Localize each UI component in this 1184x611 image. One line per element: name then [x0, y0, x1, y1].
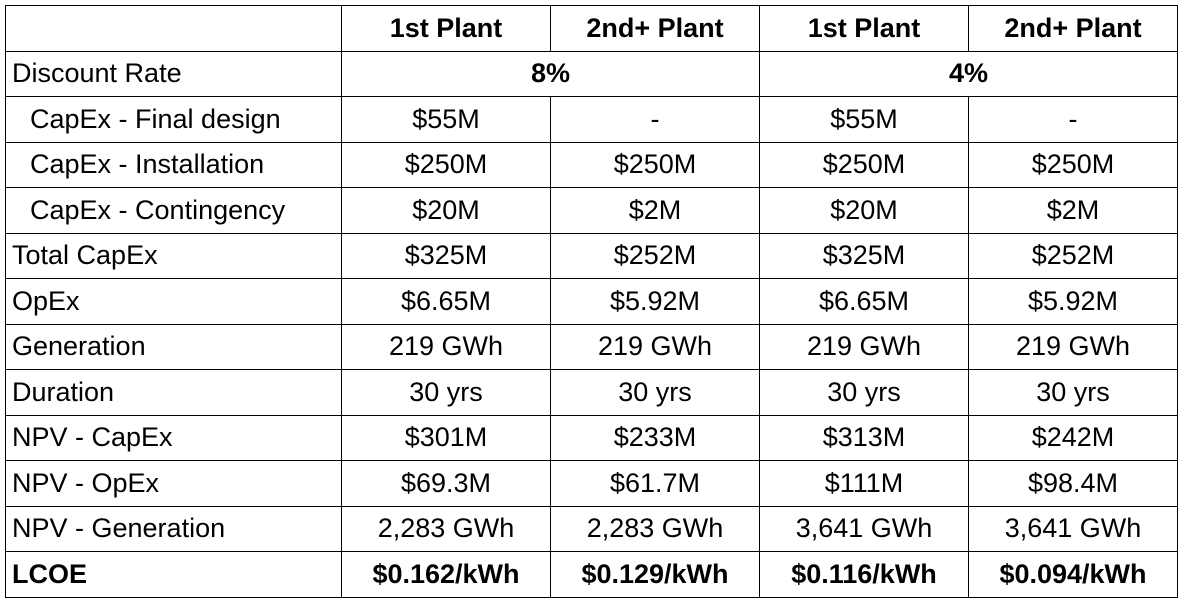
- value-cell: $250M: [550, 141, 760, 188]
- table-row: Duration 30 yrs 30 yrs 30 yrs 30 yrs: [5, 369, 1178, 416]
- value-cell: 219 GWh: [550, 323, 760, 370]
- value-cell: $61.7M: [550, 460, 760, 507]
- value-cell: 3,641 GWh: [759, 505, 969, 552]
- table-row: NPV - Generation 2,283 GWh 2,283 GWh 3,641 …: [5, 505, 1178, 552]
- row-label: CapEx - Installation: [5, 141, 342, 188]
- value-cell: $5.92M: [550, 278, 760, 325]
- value-cell: $55M: [341, 96, 551, 143]
- value-cell: $20M: [759, 187, 969, 234]
- row-label: OpEx: [5, 278, 342, 325]
- value-cell: $20M: [341, 187, 551, 234]
- table-row: CapEx - Contingency $20M $2M $20M $2M: [5, 187, 1178, 234]
- value-cell: 219 GWh: [341, 323, 551, 370]
- value-cell: $301M: [341, 414, 551, 461]
- value-cell: $6.65M: [341, 278, 551, 325]
- value-cell: $5.92M: [968, 278, 1178, 325]
- table-row: CapEx - Final design $55M - $55M -: [5, 96, 1178, 143]
- value-cell: $0.116/kWh: [759, 551, 969, 598]
- corner-cell: [5, 5, 342, 52]
- value-cell: 2,283 GWh: [550, 505, 760, 552]
- value-cell: $250M: [341, 141, 551, 188]
- value-cell: $6.65M: [759, 278, 969, 325]
- row-label: CapEx - Final design: [5, 96, 342, 143]
- value-cell: 219 GWh: [759, 323, 969, 370]
- value-cell: $55M: [759, 96, 969, 143]
- row-label: Discount Rate: [5, 50, 342, 97]
- header-row: 1st Plant 2nd+ Plant 1st Plant 2nd+ Plan…: [5, 5, 1178, 52]
- value-cell: $2M: [550, 187, 760, 234]
- value-cell: 3,641 GWh: [968, 505, 1178, 552]
- table-row: OpEx $6.65M $5.92M $6.65M $5.92M: [5, 278, 1178, 325]
- value-cell: $0.129/kWh: [550, 551, 760, 598]
- value-cell: $313M: [759, 414, 969, 461]
- table-row: Total CapEx $325M $252M $325M $252M: [5, 232, 1178, 279]
- value-cell: $111M: [759, 460, 969, 507]
- value-cell: $325M: [341, 232, 551, 279]
- header-cell: 2nd+ Plant: [550, 5, 760, 52]
- value-cell: -: [968, 96, 1178, 143]
- discount-row: Discount Rate 8% 4%: [5, 50, 1178, 97]
- value-cell: 2,283 GWh: [341, 505, 551, 552]
- value-cell: $252M: [550, 232, 760, 279]
- value-cell: $250M: [759, 141, 969, 188]
- value-cell: 30 yrs: [968, 369, 1178, 416]
- row-label: Total CapEx: [5, 232, 342, 279]
- value-cell: $0.162/kWh: [341, 551, 551, 598]
- value-cell: $325M: [759, 232, 969, 279]
- row-label: CapEx - Contingency: [5, 187, 342, 234]
- table-body: 1st Plant 2nd+ Plant 1st Plant 2nd+ Plan…: [5, 5, 1178, 598]
- row-label: NPV - Generation: [5, 505, 342, 552]
- header-cell: 2nd+ Plant: [968, 5, 1178, 52]
- row-label: NPV - OpEx: [5, 460, 342, 507]
- value-cell: 219 GWh: [968, 323, 1178, 370]
- value-cell: $252M: [968, 232, 1178, 279]
- discount-cell: 8%: [341, 50, 760, 97]
- table-row: CapEx - Installation $250M $250M $250M $250M: [5, 141, 1178, 188]
- table-row: Generation 219 GWh 219 GWh 219 GWh 219 GWh: [5, 323, 1178, 370]
- discount-cell: 4%: [759, 50, 1178, 97]
- value-cell: $69.3M: [341, 460, 551, 507]
- lcoe-table: 1st Plant 2nd+ Plant 1st Plant 2nd+ Plan…: [5, 5, 1178, 598]
- value-cell: -: [550, 96, 760, 143]
- row-label: Generation: [5, 323, 342, 370]
- table-row: NPV - CapEx $301M $233M $313M $242M: [5, 414, 1178, 461]
- value-cell: 30 yrs: [341, 369, 551, 416]
- row-label: Duration: [5, 369, 342, 416]
- value-cell: $0.094/kWh: [968, 551, 1178, 598]
- row-label: LCOE: [5, 551, 342, 598]
- header-cell: 1st Plant: [341, 5, 551, 52]
- value-cell: $242M: [968, 414, 1178, 461]
- value-cell: $233M: [550, 414, 760, 461]
- row-label: NPV - CapEx: [5, 414, 342, 461]
- value-cell: $2M: [968, 187, 1178, 234]
- table-row: LCOE $0.162/kWh $0.129/kWh $0.116/kWh $0.094…: [5, 551, 1178, 598]
- table-row: NPV - OpEx $69.3M $61.7M $111M $98.4M: [5, 460, 1178, 507]
- header-cell: 1st Plant: [759, 5, 969, 52]
- value-cell: 30 yrs: [550, 369, 760, 416]
- value-cell: $98.4M: [968, 460, 1178, 507]
- value-cell: 30 yrs: [759, 369, 969, 416]
- value-cell: $250M: [968, 141, 1178, 188]
